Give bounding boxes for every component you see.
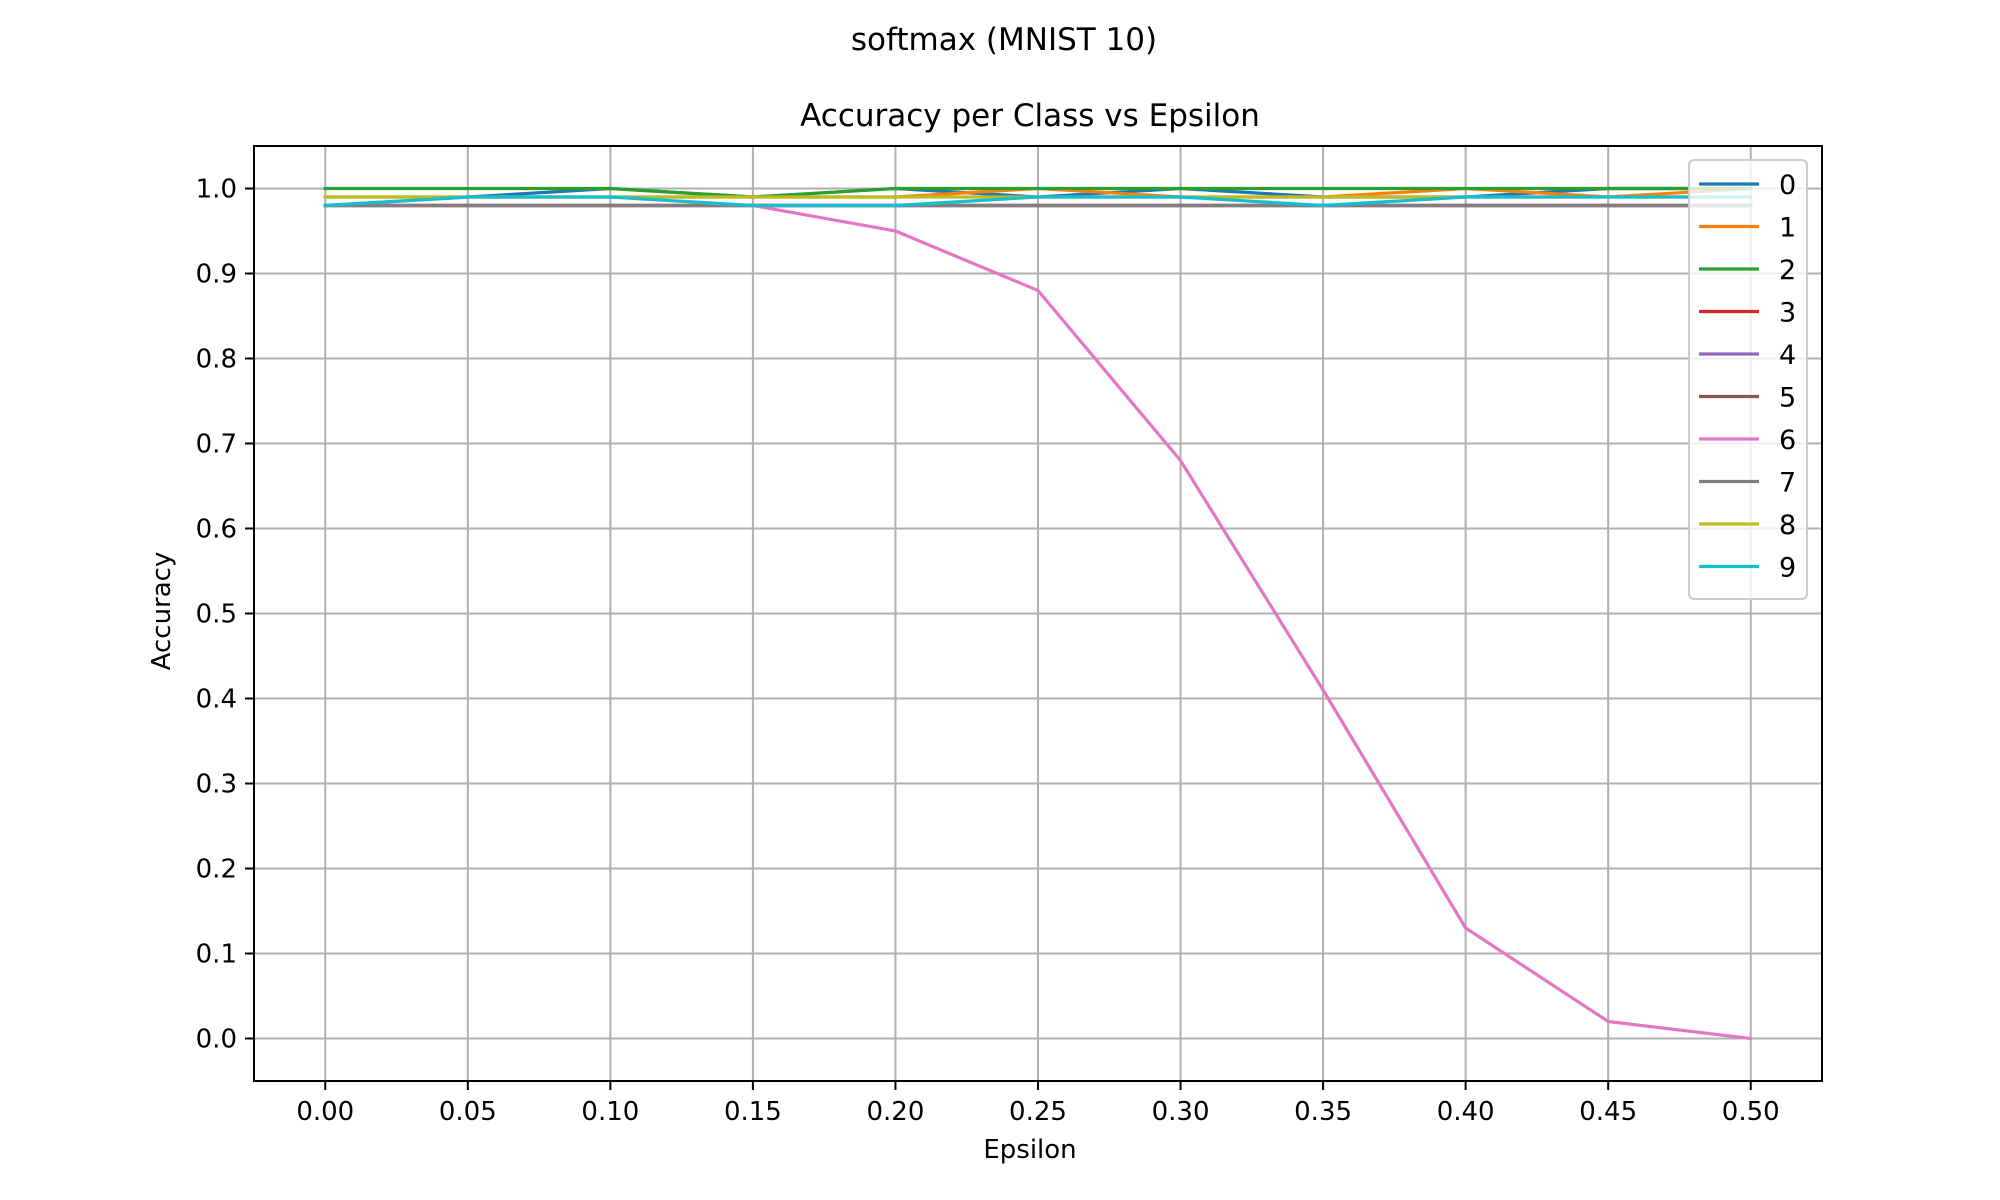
data-point-2 — [466, 186, 470, 191]
y-axis-label: Accuracy — [147, 552, 177, 671]
x-tick-label: 0.10 — [581, 1097, 639, 1127]
series-lines — [323, 186, 1753, 1041]
data-point-9 — [1178, 195, 1183, 199]
legend-label: 3 — [1779, 298, 1796, 329]
legend-label: 7 — [1779, 468, 1796, 499]
y-tick-label: 0.3 — [196, 770, 237, 800]
data-point-2 — [608, 186, 613, 191]
legend: 0 1 2 3 4 5 6 7 8 9 — [1688, 159, 1808, 600]
y-tick-label: 0.7 — [196, 430, 237, 460]
data-point-9 — [1321, 203, 1325, 208]
data-point-7 — [1464, 203, 1468, 208]
data-point-2 — [1464, 186, 1468, 191]
data-point-7 — [608, 203, 613, 208]
y-tick-label: 0.1 — [196, 940, 237, 970]
data-point-6 — [1036, 288, 1040, 293]
legend-item: 1 — [1699, 213, 1796, 244]
data-point-8 — [323, 195, 327, 199]
legend-label: 6 — [1779, 425, 1796, 456]
legend-item: 7 — [1699, 468, 1796, 499]
legend-item: 8 — [1699, 510, 1796, 541]
data-point-6 — [1749, 1036, 1753, 1041]
data-point-9 — [608, 195, 613, 199]
data-point-7 — [1606, 203, 1610, 208]
x-tick-label: 0.00 — [296, 1097, 354, 1127]
legend-label: 8 — [1779, 510, 1796, 541]
figure-suptitle: softmax (MNIST 10) — [851, 22, 1157, 58]
data-point-2 — [1606, 186, 1610, 191]
data-point-2 — [1178, 186, 1183, 191]
x-tick-label: 0.05 — [439, 1097, 497, 1127]
legend-label: 2 — [1779, 255, 1796, 286]
data-point-6 — [893, 229, 898, 233]
series-7 — [323, 203, 1753, 208]
x-tick-label: 0.50 — [1722, 1097, 1780, 1127]
y-tick-label: 0.0 — [196, 1025, 237, 1055]
x-axis-ticks: 0.00 0.05 0.10 0.15 0.20 0.25 0.30 0.35 0.40 0.45… — [296, 1081, 1780, 1127]
data-point-7 — [1036, 203, 1040, 208]
legend-item: 3 — [1699, 298, 1796, 329]
x-tick-label: 0.45 — [1579, 1097, 1637, 1127]
data-point-9 — [1464, 195, 1468, 199]
data-point-2 — [323, 186, 327, 191]
x-tick-label: 0.20 — [867, 1097, 925, 1127]
y-tick-label: 0.4 — [196, 685, 237, 715]
data-point-9 — [1606, 195, 1610, 199]
data-point-2 — [1036, 186, 1040, 191]
legend-item: 4 — [1699, 340, 1796, 371]
data-point-6 — [1178, 458, 1183, 463]
data-point-9 — [466, 195, 470, 199]
data-point-8 — [1321, 195, 1325, 199]
legend-item: 0 — [1699, 170, 1796, 201]
data-point-9 — [893, 203, 898, 208]
data-point-6 — [1321, 688, 1325, 692]
data-point-9 — [751, 203, 755, 208]
data-point-2 — [1321, 186, 1325, 191]
legend-label: 0 — [1779, 170, 1796, 201]
data-point-2 — [893, 186, 898, 191]
data-point-7 — [1178, 203, 1183, 208]
x-tick-label: 0.40 — [1437, 1097, 1495, 1127]
x-tick-label: 0.25 — [1009, 1097, 1067, 1127]
chart-title: Accuracy per Class vs Epsilon — [800, 98, 1260, 134]
y-tick-label: 0.8 — [196, 345, 237, 375]
x-tick-label: 0.30 — [1152, 1097, 1210, 1127]
legend-label: 1 — [1779, 213, 1796, 244]
y-tick-label: 0.5 — [196, 600, 237, 630]
data-point-6 — [1606, 1019, 1610, 1024]
data-point-9 — [1036, 195, 1040, 199]
x-tick-label: 0.15 — [724, 1097, 782, 1127]
legend-label: 9 — [1779, 553, 1796, 584]
data-point-6 — [1464, 926, 1468, 930]
y-tick-label: 0.2 — [196, 855, 237, 885]
legend-item: 9 — [1699, 553, 1796, 584]
data-point-9 — [323, 203, 327, 208]
y-tick-label: 1.0 — [196, 175, 237, 205]
legend-label: 5 — [1779, 383, 1796, 414]
legend-label: 4 — [1779, 340, 1796, 371]
y-axis-ticks: 0.0 0.1 0.2 0.3 0.4 0.5 0.6 0.7 0.8 0.9 1.0 — [196, 175, 254, 1055]
x-axis-label: Epsilon — [983, 1135, 1076, 1165]
data-point-8 — [751, 195, 755, 199]
legend-item: 5 — [1699, 383, 1796, 414]
legend-item: 6 — [1699, 425, 1796, 456]
y-tick-label: 0.6 — [196, 515, 237, 545]
legend-item: 2 — [1699, 255, 1796, 286]
data-point-7 — [466, 203, 470, 208]
y-tick-label: 0.9 — [196, 260, 237, 290]
x-tick-label: 0.35 — [1294, 1097, 1352, 1127]
data-point-8 — [893, 195, 898, 199]
